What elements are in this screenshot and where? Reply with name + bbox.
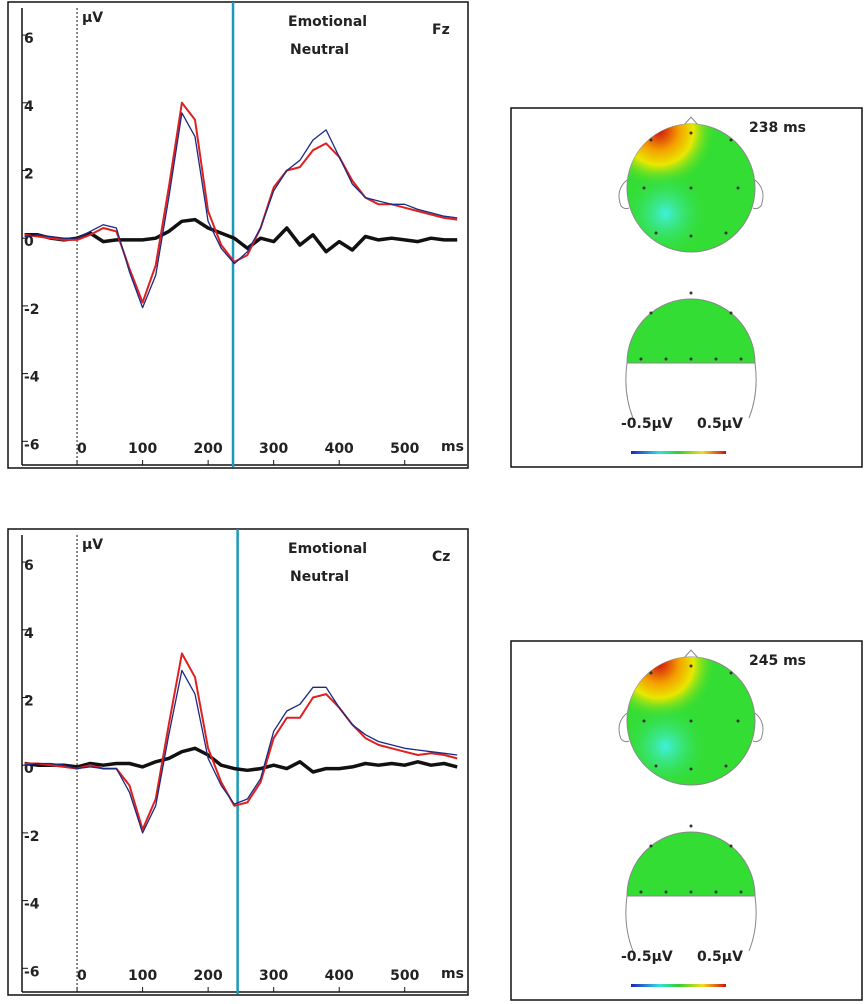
electrode <box>729 138 733 142</box>
half-head <box>626 831 756 897</box>
electrode <box>639 357 643 361</box>
electrode <box>654 231 658 235</box>
neck <box>625 362 757 419</box>
electrode <box>654 764 658 768</box>
y-tick-label: -4 <box>24 897 40 913</box>
y-tick-label: -2 <box>24 829 40 845</box>
electrode <box>739 890 743 894</box>
x-tick-label: 200 <box>194 968 223 984</box>
electrode <box>689 291 693 295</box>
electrode <box>714 357 718 361</box>
electrode <box>724 764 728 768</box>
electrode <box>649 311 653 315</box>
x-axis-label: ms <box>441 439 464 455</box>
channel-label: Fz <box>432 22 450 38</box>
y-tick-label: 2 <box>24 166 34 182</box>
ear <box>618 712 630 743</box>
electrode <box>739 357 743 361</box>
y-tick-label: 4 <box>24 99 34 115</box>
electrode <box>649 844 653 848</box>
electrode <box>649 138 653 142</box>
electrode <box>736 186 740 190</box>
panel-frame <box>7 1 469 469</box>
y-tick-label: -2 <box>24 302 40 318</box>
x-tick-label: 400 <box>325 968 354 984</box>
x-tick-label: 400 <box>325 441 354 457</box>
electrode <box>729 844 733 848</box>
x-tick-label: 500 <box>390 441 419 457</box>
electrode <box>736 719 740 723</box>
legend-entry: Emotional <box>288 541 367 557</box>
x-tick-label: 500 <box>390 968 419 984</box>
x-tick-label: 300 <box>259 968 288 984</box>
electrode <box>664 890 668 894</box>
nose <box>683 649 699 659</box>
color-bar <box>631 451 726 454</box>
color-bar <box>631 984 726 987</box>
channel-label: Cz <box>432 549 450 565</box>
x-axis-label: ms <box>441 966 464 982</box>
y-tick-label: 0 <box>24 234 34 250</box>
nose <box>683 116 699 126</box>
series-line <box>24 217 458 254</box>
y-axis-label: µV <box>82 10 103 26</box>
electrode <box>689 186 693 190</box>
electrode <box>729 671 733 675</box>
y-tick-label: -6 <box>24 964 40 980</box>
y-tick-label: -4 <box>24 370 40 386</box>
y-tick-label: 6 <box>24 558 34 574</box>
time-label: 245 ms <box>749 653 806 669</box>
scale-min-label: -0.5µV <box>621 416 673 432</box>
y-axis-label: µV <box>82 537 103 553</box>
y-tick-label: 2 <box>24 693 34 709</box>
ear <box>752 712 764 743</box>
scale-max-label: 0.5µV <box>697 949 743 965</box>
half-head <box>626 298 756 364</box>
electrode <box>689 357 693 361</box>
series-line <box>24 652 458 831</box>
series-line <box>24 101 458 304</box>
series-line <box>24 669 458 834</box>
x-tick-label: 100 <box>128 968 157 984</box>
electrode <box>724 231 728 235</box>
electrode <box>639 890 643 894</box>
electrode <box>689 234 693 238</box>
series-line <box>24 112 458 309</box>
x-tick-label: 300 <box>259 441 288 457</box>
x-tick-label: 0 <box>77 968 87 984</box>
y-tick-label: -6 <box>24 437 40 453</box>
ear <box>618 179 630 210</box>
scale-max-label: 0.5µV <box>697 416 743 432</box>
x-tick-label: 200 <box>194 441 223 457</box>
electrode <box>729 311 733 315</box>
electrode <box>642 186 646 190</box>
electrode <box>689 719 693 723</box>
legend-entry: Neutral <box>290 42 349 58</box>
electrode <box>689 664 693 668</box>
ear <box>752 179 764 210</box>
electrode <box>642 719 646 723</box>
electrode <box>689 767 693 771</box>
electrode <box>714 890 718 894</box>
electrode <box>649 671 653 675</box>
neck <box>625 895 757 952</box>
legend-entry: Emotional <box>288 14 367 30</box>
legend-entry: Neutral <box>290 569 349 585</box>
y-tick-label: 6 <box>24 31 34 47</box>
y-tick-label: 0 <box>24 761 34 777</box>
series-line <box>24 746 458 774</box>
scale-min-label: -0.5µV <box>621 949 673 965</box>
x-tick-label: 0 <box>77 441 87 457</box>
x-tick-label: 100 <box>128 441 157 457</box>
electrode <box>689 890 693 894</box>
y-tick-label: 4 <box>24 626 34 642</box>
time-label: 238 ms <box>749 120 806 136</box>
electrode <box>689 131 693 135</box>
electrode <box>689 824 693 828</box>
electrode <box>664 357 668 361</box>
